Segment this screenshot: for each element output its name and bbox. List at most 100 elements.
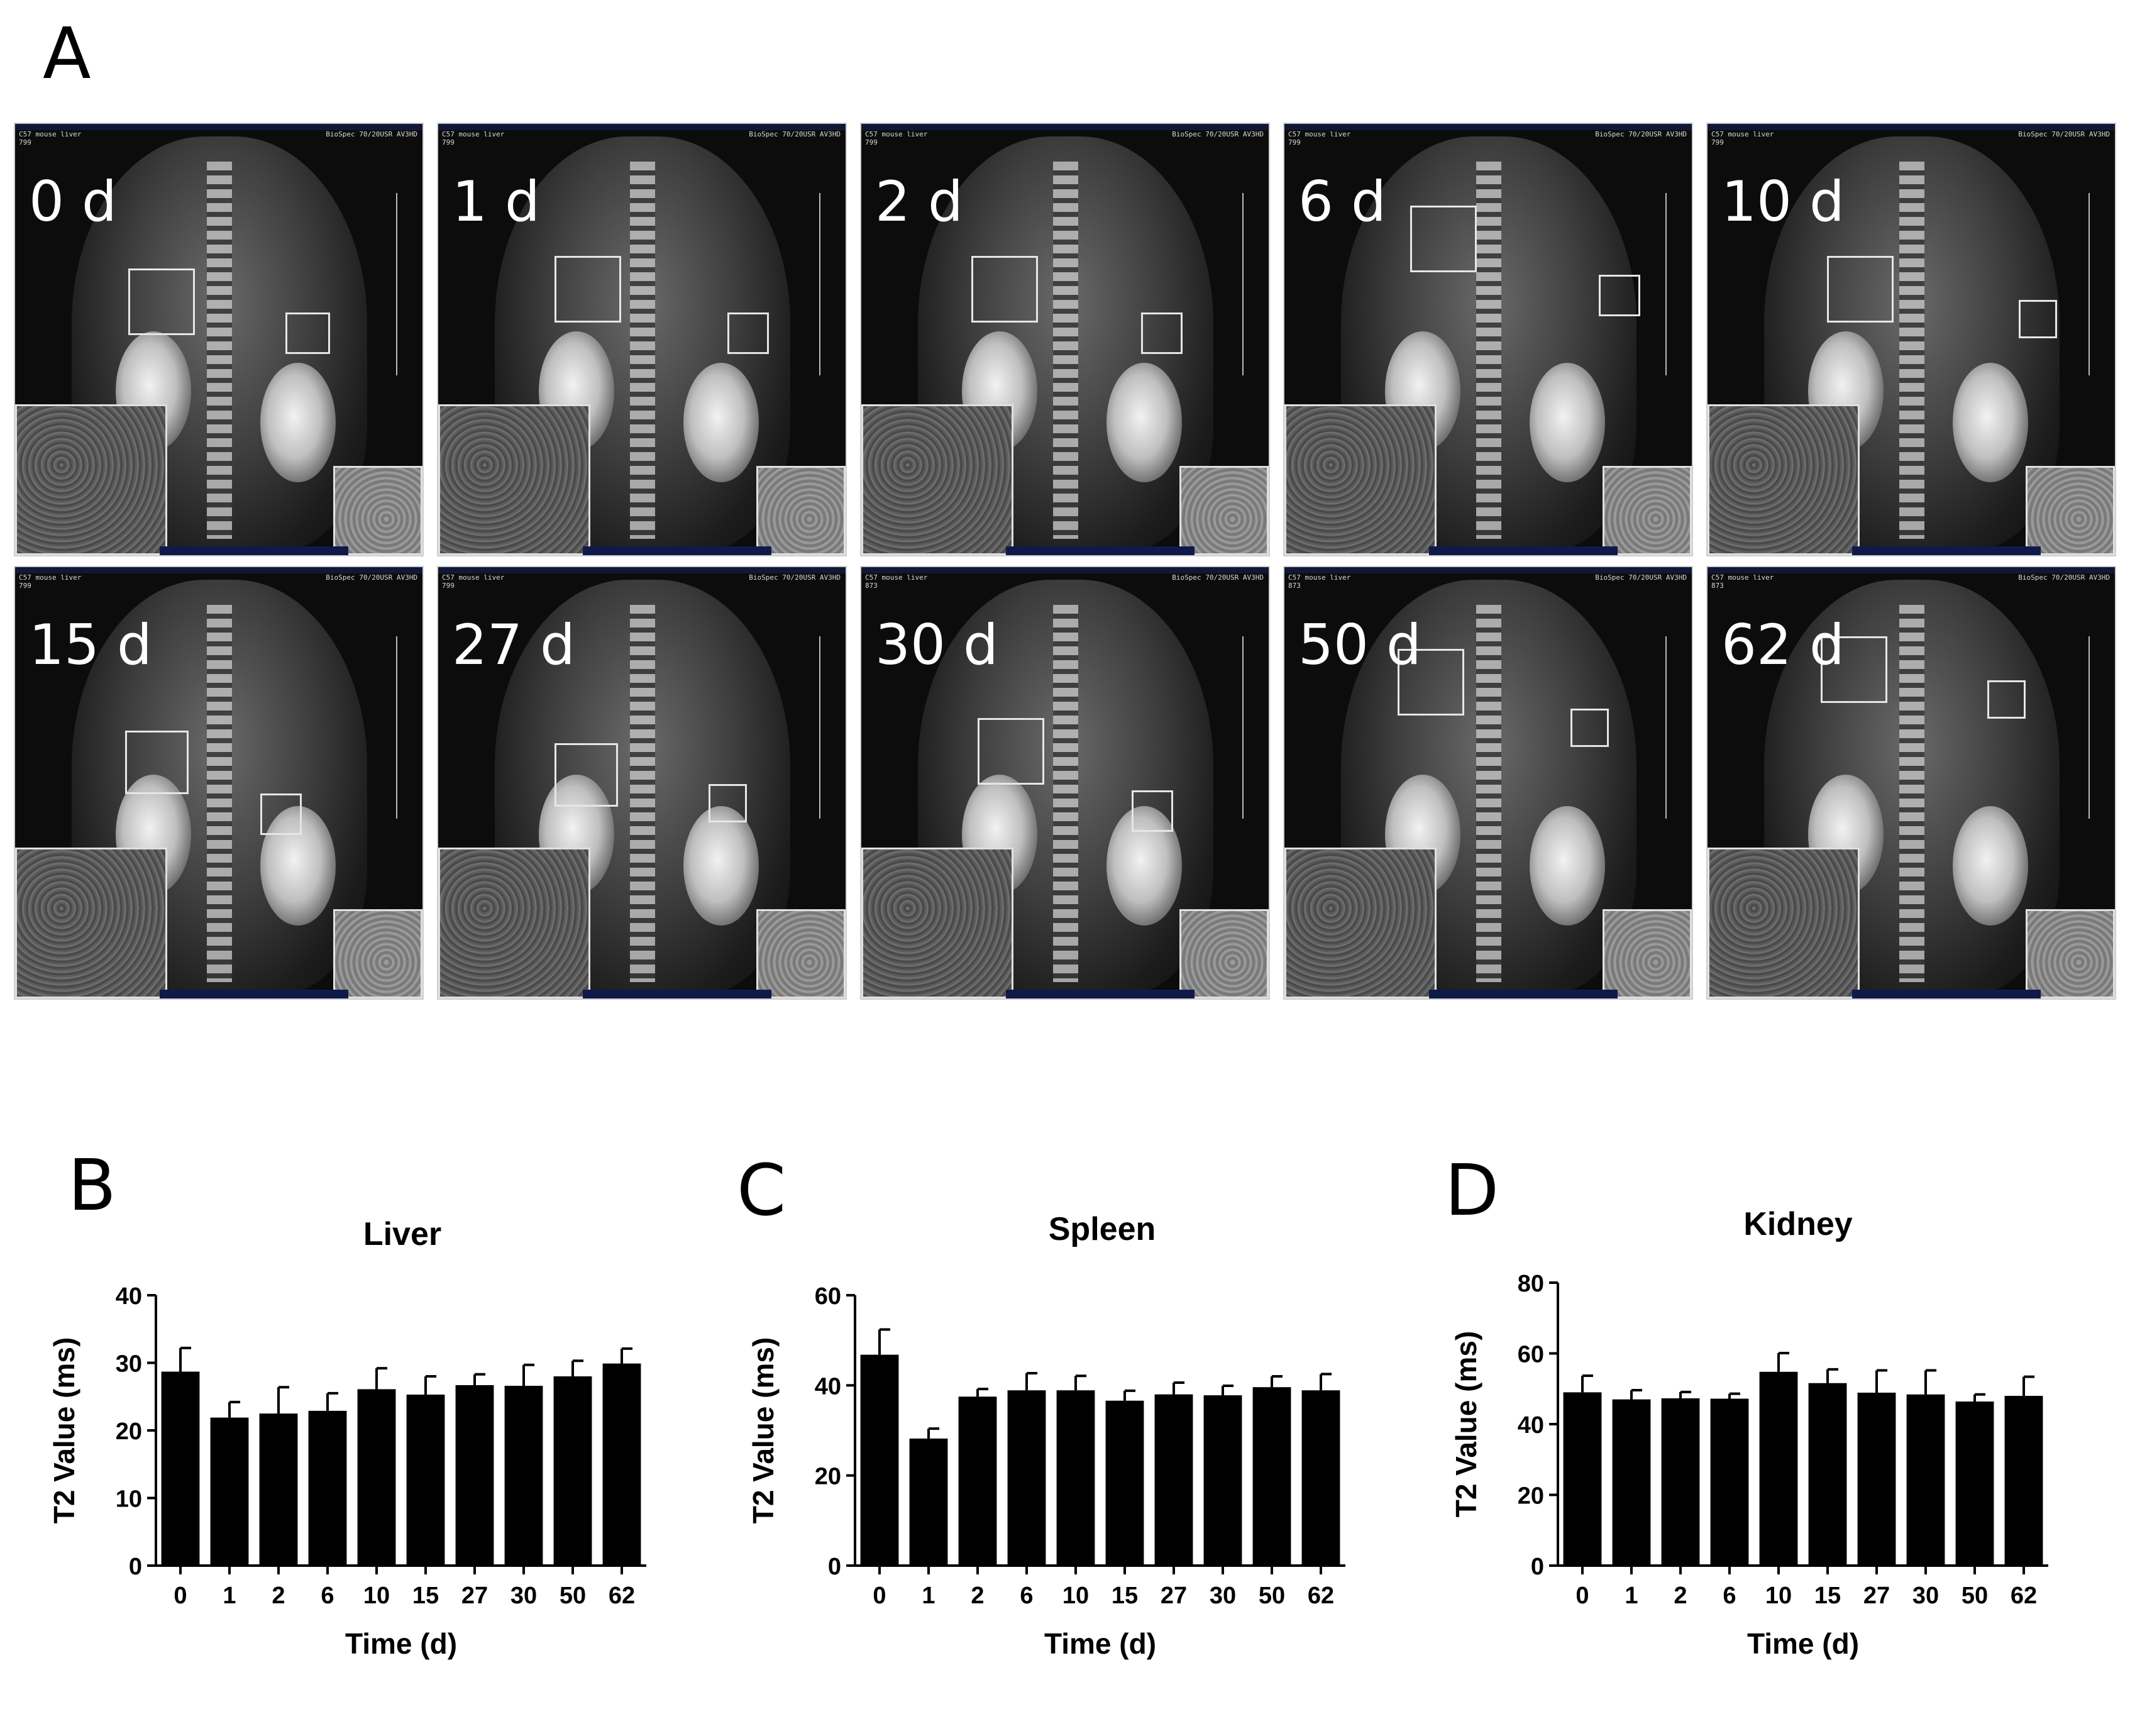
inset-zoom-liver xyxy=(15,404,167,555)
scan-header-left: C57 mouse liver 799 xyxy=(1711,130,1774,147)
scan-header-left: C57 mouse liver 799 xyxy=(442,130,505,147)
bar xyxy=(553,1376,592,1566)
roi-box-liver xyxy=(1398,649,1464,716)
spine-structure xyxy=(1899,162,1924,539)
bar xyxy=(1056,1390,1095,1566)
roi-box-liver xyxy=(555,743,618,807)
y-tick-label: 40 xyxy=(815,1373,841,1400)
bar xyxy=(259,1413,298,1566)
x-tick-label: 1 xyxy=(1625,1583,1638,1609)
spine-structure xyxy=(630,162,655,539)
y-tick-label: 10 xyxy=(116,1486,142,1513)
x-tick-label: 10 xyxy=(1765,1583,1792,1609)
x-axis-label: Time (d) xyxy=(1747,1627,1859,1660)
x-axis-label: Time (d) xyxy=(345,1627,457,1660)
y-tick-label: 30 xyxy=(116,1351,142,1378)
kidney-right xyxy=(1953,806,2028,926)
x-tick-label: 0 xyxy=(873,1583,886,1609)
roi-box-spleen xyxy=(1132,790,1173,832)
roi-box-spleen xyxy=(727,312,769,354)
y-tick-label: 40 xyxy=(1518,1412,1544,1439)
x-tick-label: 27 xyxy=(1161,1583,1187,1609)
mri-panel: C57 mouse liver 873 BioSpec 70/20USR AV3… xyxy=(1283,566,1693,1000)
x-tick-label: 27 xyxy=(1863,1583,1890,1609)
image-header-bar xyxy=(15,124,422,130)
image-footer-bar xyxy=(583,990,771,998)
scan-header-right: BioSpec 70/20USR AV3HD xyxy=(1172,130,1264,138)
roi-box-liver xyxy=(971,256,1038,323)
bar xyxy=(1154,1394,1193,1566)
y-tick-label: 0 xyxy=(828,1554,841,1580)
kidney-right xyxy=(683,806,759,926)
x-tick-label: 30 xyxy=(1912,1583,1939,1609)
y-tick-label: 0 xyxy=(129,1554,142,1580)
roi-box-liver xyxy=(1827,256,1894,323)
scale-bar xyxy=(819,193,820,375)
day-label: 10 d xyxy=(1721,169,1845,234)
bar xyxy=(909,1438,948,1566)
inset-zoom-spleen xyxy=(1179,909,1269,998)
image-footer-bar xyxy=(583,546,771,555)
x-tick-label: 15 xyxy=(412,1583,439,1609)
x-tick-label: 30 xyxy=(510,1583,537,1609)
image-header-bar xyxy=(1284,567,1692,573)
day-label: 6 d xyxy=(1298,169,1386,234)
scan-header-right: BioSpec 70/20USR AV3HD xyxy=(1172,573,1264,582)
scan-header-left: C57 mouse liver 799 xyxy=(865,130,928,147)
scan-header-left: C57 mouse liver 799 xyxy=(442,573,505,590)
day-label: 2 d xyxy=(875,169,963,234)
chart-title: Liver xyxy=(363,1216,441,1252)
image-header-bar xyxy=(438,567,846,573)
panel-label-d: D xyxy=(1445,1150,1499,1232)
roi-box-spleen xyxy=(709,784,747,822)
day-label: 50 d xyxy=(1298,612,1421,677)
image-footer-bar xyxy=(160,990,348,998)
mri-panel: C57 mouse liver 799 BioSpec 70/20USR AV3… xyxy=(1283,123,1693,556)
inset-zoom-spleen xyxy=(756,466,846,555)
mri-image-grid: C57 mouse liver 799 BioSpec 70/20USR AV3… xyxy=(14,123,2116,1000)
scale-bar xyxy=(2089,193,2090,375)
kidney-right xyxy=(260,363,336,482)
bar xyxy=(1612,1399,1651,1566)
scan-header-left: C57 mouse liver 873 xyxy=(1288,573,1351,590)
roi-box-liver xyxy=(1821,636,1887,703)
bar xyxy=(2004,1396,2043,1566)
scan-header-left: C57 mouse liver 873 xyxy=(865,573,928,590)
x-tick-label: 50 xyxy=(560,1583,586,1609)
scan-header-left: C57 mouse liver 873 xyxy=(1711,573,1774,590)
mri-panel: C57 mouse liver 799 BioSpec 70/20USR AV3… xyxy=(437,123,847,556)
bar xyxy=(958,1396,997,1566)
kidney-right xyxy=(260,806,336,926)
spine-structure xyxy=(1899,605,1924,982)
kidney-right xyxy=(1530,806,1605,926)
mri-panel: C57 mouse liver 799 BioSpec 70/20USR AV3… xyxy=(14,566,424,1000)
mri-panel: C57 mouse liver 873 BioSpec 70/20USR AV3… xyxy=(860,566,1270,1000)
bar xyxy=(1203,1395,1242,1566)
bar xyxy=(1105,1400,1144,1566)
x-tick-label: 10 xyxy=(1062,1583,1089,1609)
image-footer-bar xyxy=(1852,990,2041,998)
scale-bar xyxy=(396,193,397,375)
mri-panel: C57 mouse liver 799 BioSpec 70/20USR AV3… xyxy=(14,123,424,556)
image-header-bar xyxy=(1708,567,2115,573)
spine-structure xyxy=(1476,162,1501,539)
scale-bar xyxy=(1665,636,1667,819)
inset-zoom-liver xyxy=(1708,848,1860,998)
day-label: 27 d xyxy=(452,612,575,677)
day-label: 15 d xyxy=(29,612,152,677)
x-tick-label: 6 xyxy=(1020,1583,1033,1609)
inset-zoom-spleen xyxy=(1179,466,1269,555)
inset-zoom-spleen xyxy=(1603,466,1692,555)
panel-label-b: B xyxy=(68,1145,116,1227)
day-label: 62 d xyxy=(1721,612,1845,677)
inset-zoom-liver xyxy=(1708,404,1860,555)
spine-structure xyxy=(1053,605,1078,982)
x-tick-label: 1 xyxy=(922,1583,935,1609)
y-tick-label: 20 xyxy=(116,1418,142,1445)
bar xyxy=(504,1386,543,1566)
x-tick-label: 50 xyxy=(1962,1583,1988,1609)
x-tick-label: 2 xyxy=(272,1583,285,1609)
inset-zoom-liver xyxy=(861,404,1013,555)
bar xyxy=(1710,1398,1749,1566)
x-tick-label: 1 xyxy=(223,1583,236,1609)
